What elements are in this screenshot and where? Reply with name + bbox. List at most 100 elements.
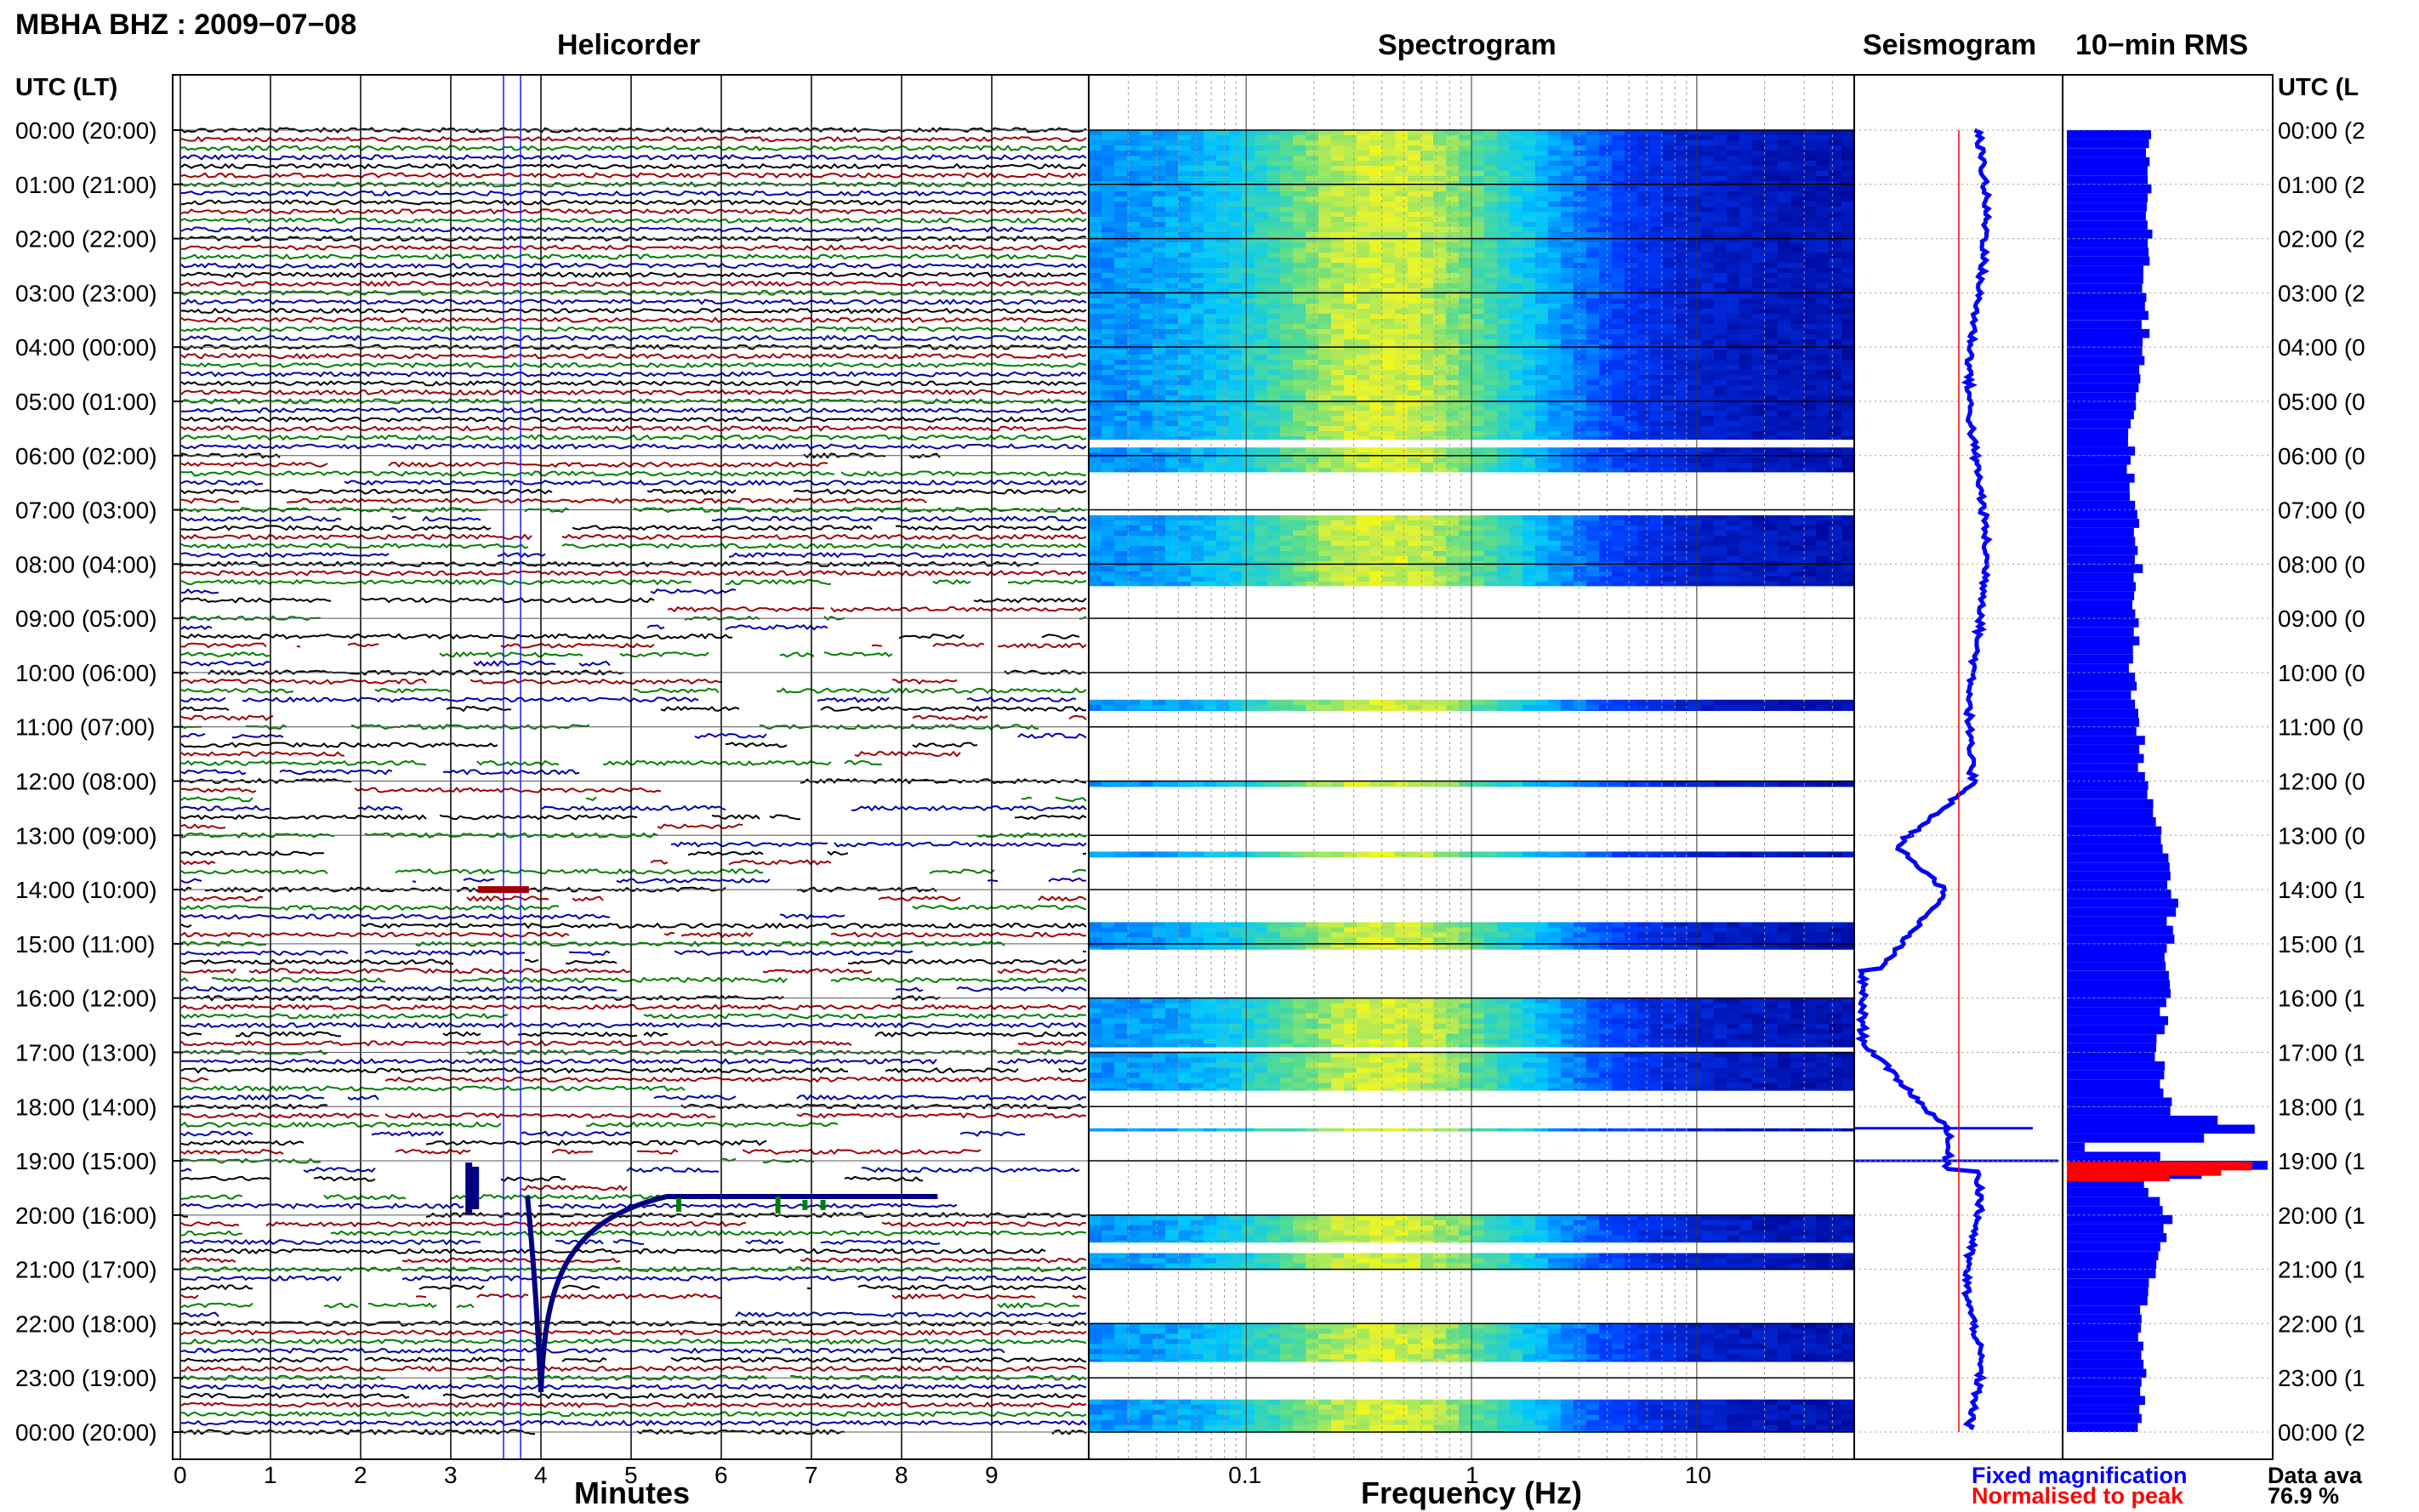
spectrogram-cell <box>1280 263 1294 269</box>
spectrogram-cell <box>1293 304 1306 310</box>
spectrogram-cell <box>1612 171 1625 177</box>
spectrogram-cell <box>1727 520 1740 526</box>
spectrogram-cell <box>1153 581 1166 587</box>
spectrogram-cell <box>1523 390 1536 396</box>
spectrogram-cell <box>1446 421 1460 427</box>
spectrogram-cell <box>1612 212 1625 218</box>
spectrogram-cell <box>1293 191 1306 197</box>
spectrogram-cell <box>1510 135 1523 141</box>
spectrogram-cell <box>1599 550 1613 557</box>
spectrogram-cell <box>1739 140 1753 146</box>
spectrogram-cell <box>1765 273 1779 279</box>
helicorder-trace-line <box>180 759 883 766</box>
spectrogram-cell <box>1765 411 1779 417</box>
spectrogram-cell <box>1778 242 1791 248</box>
spectrogram-cell <box>1701 242 1715 248</box>
spectrogram-cell <box>1599 263 1613 269</box>
helicorder-trace-line <box>180 1193 730 1201</box>
spectrogram-cell <box>1395 237 1409 243</box>
spectrogram-cell <box>1586 232 1600 238</box>
spectrogram-cell <box>1765 283 1779 289</box>
spectrogram-cell <box>1204 191 1217 197</box>
spectrogram-cell <box>1369 395 1383 401</box>
spectrogram-cell <box>1548 411 1562 417</box>
spectrogram-cell <box>1433 253 1447 259</box>
spectrogram-cell <box>1829 319 1842 325</box>
spectrogram-cell <box>1382 436 1396 441</box>
spectrogram-cell <box>1114 385 1128 391</box>
spectrogram-cell <box>1650 426 1664 432</box>
spectrogram-cell <box>1714 171 1727 177</box>
spectrogram-cell <box>1395 273 1409 279</box>
spectrogram-cell <box>1599 227 1613 233</box>
spectrogram-cell <box>1701 207 1715 213</box>
spectrogram-cell <box>1829 232 1842 238</box>
spectrogram-cell <box>1650 263 1664 269</box>
spectrogram-cell <box>1293 298 1306 304</box>
spectrogram-cell <box>1267 380 1281 386</box>
spectrogram-cell <box>1841 156 1855 162</box>
spectrogram-cell <box>1688 253 1702 259</box>
spectrogram-cell <box>1344 222 1357 228</box>
spectrogram-cell <box>1688 545 1702 552</box>
spectrogram-cell <box>1229 581 1243 587</box>
spectrogram-cell <box>1101 350 1115 355</box>
spectrogram-cell <box>1561 247 1574 253</box>
spectrogram-cell <box>1255 530 1268 537</box>
spectrogram-cell <box>1229 283 1243 289</box>
spectrogram-cell <box>1408 161 1421 167</box>
spectrogram-cell <box>1561 283 1574 289</box>
spectrogram-cell <box>1765 130 1779 136</box>
spectrogram-cell <box>1357 350 1370 355</box>
spectrogram-cell <box>1778 514 1791 521</box>
spectrogram-cell <box>1688 520 1702 526</box>
spectrogram-cell <box>1548 171 1562 177</box>
spectrogram-cell <box>1293 156 1306 162</box>
spectrogram-cell <box>1408 151 1421 156</box>
spectrogram-cell <box>1586 298 1600 304</box>
spectrogram-cell <box>1650 156 1664 162</box>
spectrogram-cell <box>1484 571 1498 577</box>
spectrogram-cell <box>1535 258 1549 264</box>
spectrogram-cell <box>1727 468 1740 473</box>
spectrogram-cell <box>1523 530 1536 537</box>
spectrogram-cell <box>1676 514 1689 521</box>
spectrogram-cell <box>1229 171 1243 177</box>
spectrogram-cell <box>1382 571 1396 577</box>
spectrogram-cell <box>1191 283 1204 289</box>
spectrogram-cell <box>1765 207 1779 213</box>
spectrogram-cell <box>1829 135 1842 141</box>
spectrogram-cell <box>1420 283 1434 289</box>
spectrogram-cell <box>1255 571 1268 577</box>
spectrogram-cell <box>1153 411 1166 417</box>
spectrogram-cell <box>1484 145 1498 151</box>
spectrogram-cell <box>1255 380 1268 386</box>
spectrogram-cell <box>1765 525 1779 531</box>
spectrogram-cell <box>1484 545 1498 552</box>
spectrogram-cell <box>1523 365 1536 371</box>
spectrogram-cell <box>1153 550 1166 557</box>
spectrogram-cell <box>1216 227 1230 233</box>
spectrogram-cell <box>1752 520 1766 526</box>
spectrogram-cell <box>1523 309 1536 315</box>
spectrogram-cell <box>1459 273 1472 279</box>
spectrogram-cell <box>1714 293 1727 299</box>
spectrogram-cell <box>1204 375 1217 381</box>
spectrogram-cell <box>1688 283 1702 289</box>
spectrogram-cell <box>1701 145 1715 151</box>
spectrogram-cell <box>1650 329 1664 335</box>
spectrogram-cell <box>1816 227 1830 233</box>
spectrogram-cell <box>1255 555 1268 562</box>
spectrogram-cell <box>1574 288 1587 294</box>
spectrogram-cell <box>1739 431 1753 437</box>
spectrogram-cell <box>1114 222 1128 228</box>
spectrogram-cell <box>1344 431 1357 437</box>
station-title: MBHA BHZ : 2009−07−08 <box>15 9 356 41</box>
spectrogram-cell <box>1101 130 1115 136</box>
spectrogram-cell <box>1841 212 1855 218</box>
spectrogram-cell <box>1574 395 1587 401</box>
spectrogram-cell <box>1255 145 1268 151</box>
spectrogram-cell <box>1267 545 1281 552</box>
spectrogram-cell <box>1471 166 1485 172</box>
spectrogram-cell <box>1242 258 1255 264</box>
